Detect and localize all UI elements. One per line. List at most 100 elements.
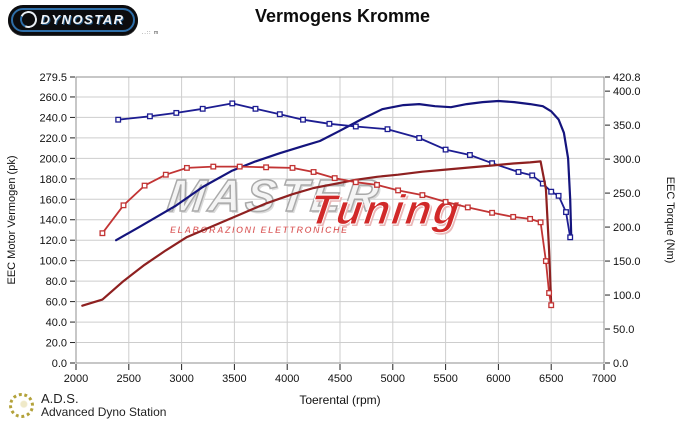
data-point-marker <box>252 105 259 112</box>
ads-abbreviation: A.D.S. <box>41 391 79 406</box>
tick-label-left: 260.0 <box>39 92 67 104</box>
data-point-marker <box>539 180 546 187</box>
data-point-marker <box>419 192 426 199</box>
tick-label-right: 400.0 <box>613 86 641 98</box>
data-point-marker <box>173 109 180 116</box>
data-point-marker <box>395 187 402 194</box>
tick-label-bottom: 4500 <box>328 373 352 385</box>
tick-label-bottom: 5500 <box>433 373 457 385</box>
tick-label-right: 420.8 <box>613 72 641 84</box>
data-point-marker <box>489 209 496 216</box>
data-point-marker <box>442 198 449 205</box>
tick-label-bottom: 6000 <box>486 373 510 385</box>
y-axis-left-label: EEC Motor Vermogen (pk) <box>6 156 18 285</box>
data-point-marker <box>141 182 148 189</box>
data-point-marker <box>162 171 169 178</box>
data-point-marker <box>510 213 517 220</box>
tick-label-right: 300.0 <box>613 154 641 166</box>
watermark-subtitle: ELABORAZIONI ELETTRONICHE <box>170 225 349 235</box>
data-point-marker <box>276 111 283 118</box>
gridlines <box>76 77 604 363</box>
tick-label-right: 100.0 <box>613 290 641 302</box>
dynostar-d-emblem-icon <box>17 8 39 31</box>
data-point-marker <box>546 290 553 296</box>
torque-tuned-navy-curve <box>117 102 572 239</box>
data-point-marker <box>374 181 380 188</box>
tick-label-left: 140.0 <box>39 215 67 227</box>
data-point-marker <box>466 152 473 158</box>
ads-text-block: A.D.S. Advanced Dyno Station <box>41 392 166 418</box>
tick-label-bottom: 3500 <box>222 373 246 385</box>
tick-label-left: 160.0 <box>39 194 67 206</box>
ads-swirl-icon <box>6 389 37 421</box>
tick-labels: 279.5 260.0 240.0 220.0 200.0 180.0 160.0 140.0… <box>39 72 640 385</box>
footer: A.D.S. Advanced Dyno Station <box>6 389 166 421</box>
data-point-marker <box>567 234 574 241</box>
tick-label-left: 100.0 <box>39 256 67 268</box>
dynostar-logo-text: DYNOSTAR <box>40 12 125 27</box>
tick-label-left: 0.0 <box>52 358 67 370</box>
tick-label-bottom: 3000 <box>169 373 193 385</box>
data-point-marker <box>183 164 190 171</box>
tick-label-left: 279.5 <box>39 72 67 84</box>
tick-label-right: 0.0 <box>613 358 628 370</box>
data-point-marker <box>537 219 544 226</box>
data-point-marker <box>464 204 471 211</box>
data-point-marker <box>527 215 534 222</box>
data-point-marker <box>352 179 359 186</box>
tick-label-right: 350.0 <box>613 120 641 132</box>
data-point-marker <box>300 116 306 123</box>
page-title: Vermogens Kromme <box>254 6 431 26</box>
data-point-marker <box>416 135 423 141</box>
tick-label-bottom: 2000 <box>64 373 88 385</box>
logo-fine-print: ..:: m <box>142 30 160 36</box>
tick-label-left: 200.0 <box>39 153 67 165</box>
tick-label-bottom: 5000 <box>381 373 405 385</box>
tick-label-right: 150.0 <box>613 256 641 268</box>
data-point-marker <box>236 163 243 170</box>
tick-label-left: 220.0 <box>39 133 67 145</box>
data-point-marker <box>115 116 122 123</box>
ads-full-name: Advanced Dyno Station <box>41 404 167 419</box>
watermark: MASTER Tuning ELABORAZIONI ELETTRONICHE <box>164 169 513 250</box>
data-point-marker <box>99 230 106 237</box>
data-point-marker <box>529 172 536 179</box>
watermark-word-gray: MASTER <box>164 169 387 222</box>
tick-label-left: 240.0 <box>39 112 67 124</box>
tick-label-bottom: 4000 <box>275 373 299 385</box>
data-point-marker <box>310 169 317 175</box>
torque-original-red-curve <box>101 165 553 307</box>
tick-label-right: 250.0 <box>613 188 641 200</box>
data-point-marker <box>146 113 153 120</box>
data-point-marker <box>442 146 449 153</box>
vermogen-tuned-navy-curve <box>114 99 573 242</box>
data-point-marker <box>384 126 391 133</box>
tick-label-left: 60.0 <box>46 297 67 309</box>
torque-tuned-navy-markers <box>115 100 574 241</box>
data-point-marker <box>199 105 206 112</box>
data-point-marker <box>352 123 359 130</box>
dynostar-logo-frame: DYNOSTAR <box>10 8 136 32</box>
tick-label-right: 50.0 <box>613 324 634 336</box>
data-point-marker <box>563 209 569 216</box>
torque-original-red-markers <box>99 163 555 309</box>
tick-label-left: 180.0 <box>39 174 67 186</box>
y-axis-right-label: EEC Torque (Nm) <box>664 177 676 264</box>
x-axis-label: Toerental (rpm) <box>299 393 380 407</box>
data-point-marker <box>289 164 296 171</box>
tick-label-bottom: 6500 <box>539 373 563 385</box>
data-point-marker <box>210 163 217 170</box>
tick-label-left: 120.0 <box>39 235 67 247</box>
data-point-marker <box>515 169 522 175</box>
data-point-marker <box>548 302 555 309</box>
tick-label-left: 40.0 <box>46 317 67 329</box>
data-point-marker <box>489 160 496 167</box>
data-point-marker <box>555 192 562 199</box>
data-point-marker <box>542 258 549 265</box>
dynostar-logo: DYNOSTAR <box>8 5 138 35</box>
watermark-word-red: Tuning <box>306 186 465 234</box>
data-point-marker <box>263 164 270 171</box>
